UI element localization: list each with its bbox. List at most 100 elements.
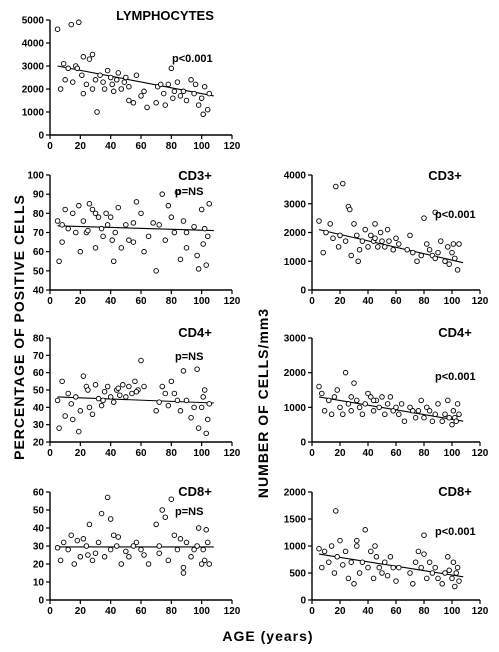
x-tick-label: 0	[47, 141, 53, 152]
data-point	[359, 238, 366, 244]
y-tick-label: 80	[33, 334, 45, 345]
data-point	[354, 397, 360, 404]
data-point	[153, 521, 159, 528]
data-point	[377, 229, 384, 236]
data-point	[130, 220, 137, 226]
y-tick-label: 4000	[284, 171, 307, 182]
data-point	[183, 539, 190, 546]
data-point	[110, 399, 117, 405]
data-point	[334, 554, 340, 560]
y-tick-label: 2000	[284, 228, 307, 239]
data-point	[141, 88, 147, 95]
data-point	[198, 561, 205, 567]
x-tick-label: 0	[47, 606, 53, 617]
right-ylabel: NUMBER OF CELLS/mm3	[255, 308, 271, 498]
y-tick-label: 40	[33, 403, 45, 414]
data-point	[162, 237, 169, 243]
data-point	[442, 570, 448, 576]
data-point	[65, 65, 71, 72]
data-point	[98, 510, 105, 517]
data-point	[104, 383, 111, 390]
data-point	[407, 232, 413, 239]
data-point	[412, 559, 419, 565]
data-point	[138, 93, 144, 99]
data-point	[407, 570, 413, 576]
data-point	[54, 26, 61, 32]
data-point	[396, 411, 402, 418]
data-point	[439, 418, 445, 424]
data-point	[129, 390, 135, 397]
data-point	[141, 383, 147, 390]
data-point	[79, 72, 85, 78]
data-point	[442, 411, 448, 418]
data-point	[201, 557, 208, 564]
data-point	[354, 537, 360, 544]
data-point	[183, 229, 190, 236]
data-point	[201, 387, 208, 393]
data-point	[201, 83, 208, 90]
data-point	[340, 180, 346, 187]
y-tick-label: 2000	[284, 368, 307, 379]
data-point	[418, 252, 424, 259]
data-point	[62, 413, 68, 419]
data-point	[340, 411, 346, 418]
data-point	[101, 554, 108, 560]
data-point	[56, 425, 62, 431]
data-point	[201, 225, 208, 232]
data-point	[165, 81, 172, 88]
data-point	[100, 397, 106, 404]
data-point	[453, 418, 459, 424]
data-point	[449, 575, 455, 582]
data-point	[432, 564, 438, 571]
data-point	[121, 79, 128, 85]
trend-line	[318, 553, 464, 578]
data-point	[177, 408, 184, 414]
data-point	[123, 222, 129, 228]
y-tick-label: 0	[300, 596, 306, 607]
data-point	[89, 411, 96, 418]
data-point	[319, 390, 325, 397]
x-tick-label: 0	[47, 296, 53, 307]
data-point	[426, 246, 433, 253]
data-point	[414, 258, 420, 265]
data-point	[150, 220, 156, 226]
data-point	[327, 221, 333, 227]
data-point	[126, 383, 132, 390]
data-point	[368, 232, 374, 239]
data-point	[76, 19, 82, 26]
data-point	[126, 237, 132, 243]
data-point	[362, 401, 368, 407]
data-point	[316, 218, 322, 224]
data-point	[133, 539, 140, 546]
x-tick-label: 120	[224, 141, 241, 152]
data-point	[145, 233, 152, 240]
data-point	[195, 425, 202, 431]
data-point	[92, 210, 99, 217]
y-tick-label: 3000	[284, 199, 307, 210]
data-point	[100, 233, 106, 240]
data-point	[454, 401, 461, 407]
data-point	[333, 183, 339, 190]
data-point	[342, 238, 349, 244]
data-point	[83, 543, 90, 549]
data-point	[356, 570, 363, 576]
data-point	[68, 401, 74, 407]
data-point	[80, 54, 87, 60]
data-point	[171, 88, 178, 95]
data-point	[382, 559, 388, 565]
panel-title: CD4+	[438, 325, 472, 340]
data-point	[331, 570, 338, 576]
y-tick-label: 0	[300, 438, 306, 449]
data-point	[110, 532, 117, 538]
data-point	[168, 214, 175, 220]
data-point	[384, 226, 391, 233]
data-point	[60, 539, 67, 546]
x-tick-label: 60	[135, 448, 147, 459]
data-point	[382, 411, 388, 418]
data-point	[130, 239, 137, 245]
data-point	[177, 536, 184, 542]
data-point	[348, 559, 354, 565]
data-point	[60, 60, 67, 67]
y-tick-label: 40	[33, 524, 45, 535]
